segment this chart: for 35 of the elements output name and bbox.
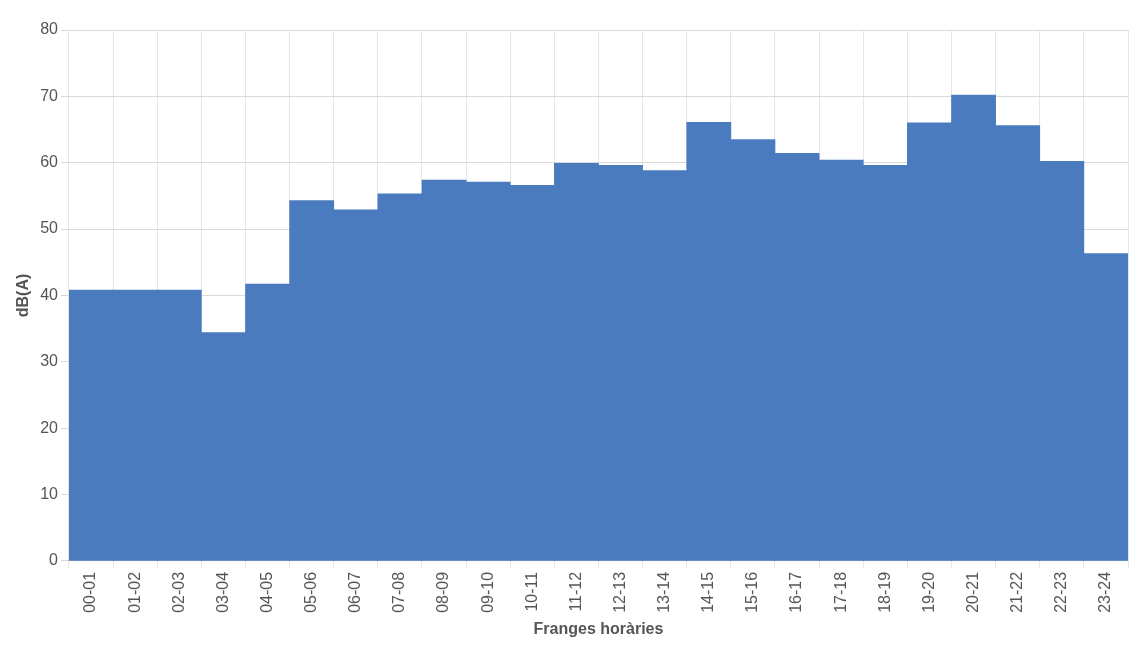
y-tick-label: 30 — [40, 352, 59, 370]
x-tick-label: 02-03 — [169, 571, 187, 613]
y-tick-label: 40 — [40, 285, 59, 303]
x-axis-title: Franges horàries — [533, 619, 664, 637]
x-tick-label: 09-10 — [478, 571, 496, 613]
x-tick-label: 10-11 — [522, 571, 540, 612]
y-tick-label: 80 — [40, 20, 59, 38]
x-tick-label: 18-19 — [875, 571, 893, 613]
x-tick-label: 04-05 — [257, 571, 275, 613]
x-tick-label: 11-12 — [566, 571, 584, 612]
y-tick-label: 50 — [40, 219, 59, 237]
x-tick-label: 13-14 — [655, 571, 673, 613]
x-tick-label: 20-21 — [963, 571, 981, 613]
y-tick-label: 10 — [40, 484, 59, 502]
x-tick-label: 06-07 — [346, 571, 364, 613]
x-tick-label: 05-06 — [302, 571, 320, 613]
x-tick-label: 14-15 — [699, 571, 717, 613]
x-tick-label: 19-20 — [919, 571, 937, 613]
x-tick-label: 12-13 — [610, 571, 628, 613]
x-tick-label: 08-09 — [434, 571, 452, 613]
x-tick-label: 23-24 — [1096, 571, 1114, 613]
x-tick-label: 16-17 — [787, 571, 805, 613]
y-axis-title: dB(A) — [14, 273, 32, 318]
y-tick-label: 70 — [40, 86, 59, 104]
x-tick-label: 15-16 — [743, 571, 761, 613]
x-tick-label: 22-23 — [1052, 571, 1070, 613]
y-tick-label: 60 — [40, 153, 59, 171]
x-tick-label: 01-02 — [125, 571, 143, 613]
x-tick-label: 21-22 — [1008, 571, 1026, 613]
y-tick-label: 20 — [40, 418, 59, 436]
x-tick-label: 03-04 — [213, 571, 231, 613]
x-tick-label: 00-01 — [81, 571, 99, 613]
x-tick-label: 17-18 — [831, 571, 849, 613]
x-tick-label: 07-08 — [390, 571, 408, 613]
y-tick-label: 0 — [49, 551, 59, 569]
